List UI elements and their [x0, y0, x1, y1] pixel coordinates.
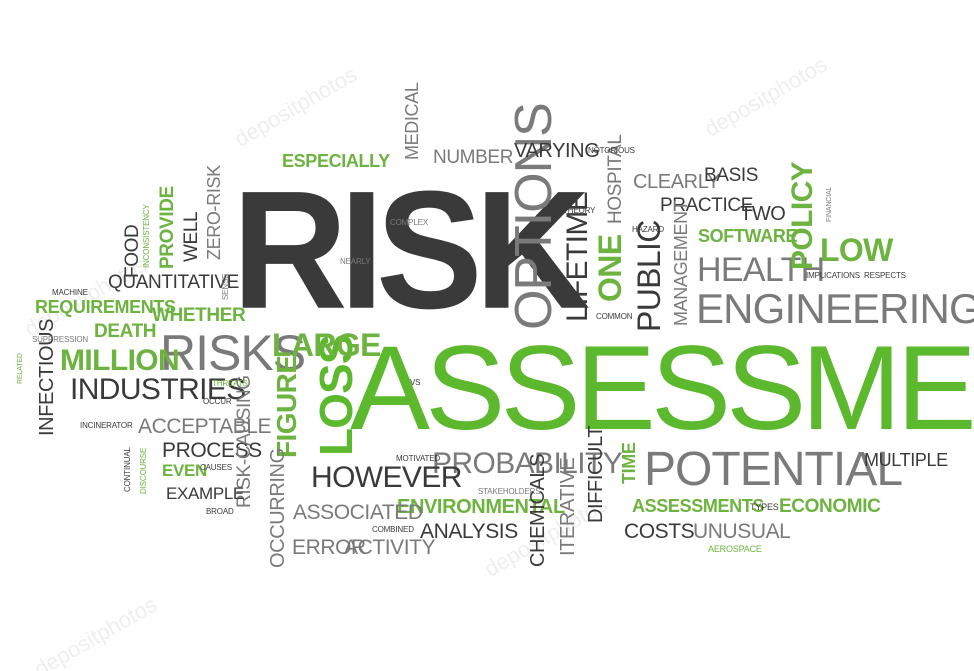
word-incinerator: INCINERATOR [80, 421, 133, 430]
word-varying: VARYING [514, 140, 600, 162]
word-potential: POTENTIAL [644, 443, 903, 496]
word-risks: RISKS [160, 325, 306, 381]
word-zero-risk: ZERO-RISK [204, 165, 224, 260]
word-process: PROCESS [162, 439, 262, 462]
word-multiple: MULTIPLE [864, 450, 948, 470]
word-public: PUBLIC [631, 220, 667, 332]
word-economic: ECONOMIC [779, 496, 881, 517]
word-hazard: HAZARD [632, 225, 664, 234]
watermark: depositphotos [700, 51, 832, 142]
word-environmental: ENVIRONMENTAL [397, 496, 565, 518]
word-policy: POLICY [786, 161, 819, 270]
word-costs: COSTS [624, 520, 695, 543]
word-error: ERROR [292, 536, 366, 559]
word-theory: THEORY [563, 206, 596, 215]
word-acceptable: ACCEPTABLE [138, 415, 272, 438]
word-inconsistency: INCONSISTENCY [142, 204, 151, 268]
word-low: LOW [820, 232, 893, 268]
word-million: MILLION [60, 344, 180, 377]
word-assessment: ASSESSMENT [350, 321, 974, 455]
word-software: SOFTWARE [698, 226, 798, 246]
word-requirements: REQUIREMENTS [35, 297, 176, 317]
word-implications: IMPLICATIONS [806, 271, 860, 280]
word-occur: OCCUR [203, 397, 232, 406]
word-example: EXAMPLE [166, 484, 244, 503]
word-however: HOWEVER [311, 461, 462, 494]
word-difficult: DIFFICULT [585, 425, 607, 523]
word-two: TWO [740, 203, 786, 225]
word-quantitative: QUANTITATIVE [108, 272, 239, 293]
word-clearly: CLEARLY [633, 171, 720, 193]
word-medical: MEDICAL [402, 82, 422, 161]
word-discourse: DISCOURSE [139, 447, 148, 494]
word-health: HEALTH [697, 251, 825, 289]
word-respects: RESPECTS [864, 271, 906, 280]
word-broad: BROAD [206, 507, 234, 516]
word-sense: SENSE [221, 273, 230, 300]
word-practice: PRACTICE [660, 195, 754, 216]
word-figure: FIGURE [271, 355, 302, 458]
word-activity: ACTIVITY [344, 536, 436, 559]
word-combined: COMBINED [372, 525, 414, 534]
word-assessments: ASSESSMENTS [632, 496, 765, 516]
word-whether: WHETHER [152, 305, 246, 326]
word-even: EVEN [162, 461, 207, 480]
word-associated: ASSOCIATED [293, 501, 423, 524]
word-related: RELATED [17, 353, 24, 384]
word-well: WELL [181, 211, 202, 262]
word-provide: PROVIDE [157, 186, 178, 269]
word-large: LARGE [272, 327, 381, 363]
word-aerospace: AEROSPACE [708, 544, 762, 554]
word-number: NUMBER [433, 147, 514, 168]
word-causes: CAUSES [200, 463, 232, 472]
word-suppression: SUPPRESSION [32, 335, 89, 344]
watermark: depositphotos [30, 591, 162, 671]
word-death: DEATH [94, 321, 157, 342]
word-analysis: ANALYSIS [420, 520, 518, 543]
word-engineering: ENGINEERING [696, 285, 974, 332]
word-vs: VS [410, 378, 421, 387]
word-complex: COMPLEX [390, 218, 429, 227]
word-probability: PROBABILITY [432, 447, 623, 480]
word-time: TIME [619, 442, 639, 484]
word-continual: CONTINUAL [123, 447, 132, 492]
word-one: ONE [592, 234, 628, 302]
word-nearly: NEARLY [340, 257, 371, 266]
word-especially: ESPECIALLY [282, 151, 390, 171]
word-chemicals: CHEMICALS [527, 453, 549, 567]
word-management: MANAGEMENT [671, 200, 691, 326]
word-occurring: OCCURRING [267, 448, 289, 568]
word-unusual: UNUSUAL [693, 520, 791, 543]
word-risk: RISK [232, 155, 590, 344]
word-common: COMMON [596, 312, 633, 321]
word-options: OPTIONS [505, 103, 563, 330]
word-food: FOOD [122, 224, 143, 278]
word-industries: INDUSTRIES [70, 373, 246, 406]
word-financial: FINANCIAL [826, 186, 833, 222]
word-threats: THREATS [212, 379, 248, 388]
word-stakeholders: STAKEHOLDERS [478, 487, 541, 496]
word-motivated: MOTIVATED [396, 454, 441, 463]
word-machine: MACHINE [52, 288, 88, 297]
word-basis: BASIS [704, 165, 759, 186]
word-intelligent: INTELLIGENT [490, 221, 497, 265]
word-iterative: ITERATIVE [557, 457, 579, 556]
word-types: TYPES [750, 502, 779, 512]
watermark: depositphotos [230, 61, 362, 152]
word-notorious: NOTORIOUS [588, 146, 635, 155]
